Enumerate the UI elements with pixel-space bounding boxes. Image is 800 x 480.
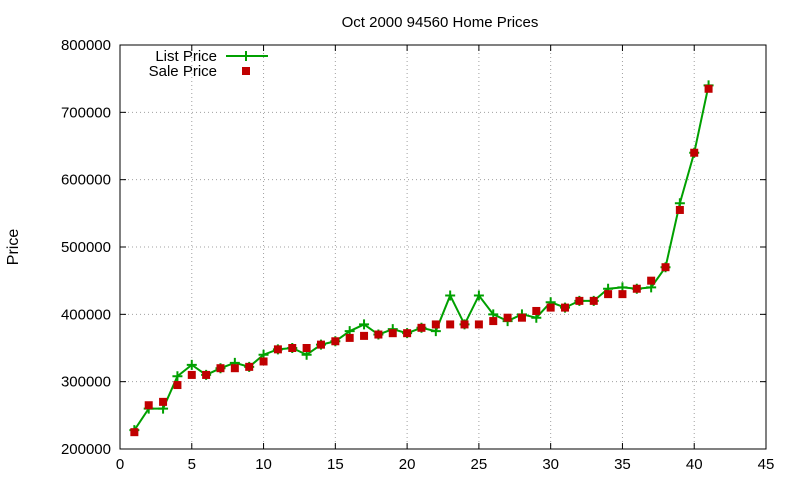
sale-price-point bbox=[575, 296, 584, 305]
list-price-point bbox=[445, 290, 456, 301]
y-tick-label: 300000 bbox=[61, 374, 111, 391]
sale-price-point bbox=[446, 320, 455, 329]
sale-price-point bbox=[647, 276, 656, 285]
sale-price-point bbox=[187, 370, 196, 379]
x-tick-label: 5 bbox=[188, 456, 196, 473]
sale-price-point bbox=[417, 323, 426, 332]
sale-price-point bbox=[288, 344, 297, 352]
sale-price-point bbox=[230, 364, 239, 373]
sale-price-point bbox=[517, 313, 526, 322]
sale-price-point bbox=[316, 340, 325, 349]
sale-price-point bbox=[489, 317, 498, 326]
list-price-point bbox=[186, 359, 197, 370]
y-axis-label: Price bbox=[5, 229, 22, 266]
y-tick-label: 400000 bbox=[61, 306, 111, 323]
y-tick-label: 600000 bbox=[61, 172, 111, 189]
legend-list-price-marker bbox=[241, 51, 251, 61]
sale-price-point bbox=[345, 333, 354, 342]
legend-list-price-label: List Price bbox=[155, 48, 217, 65]
sale-price-point bbox=[503, 313, 512, 322]
y-tick-label: 800000 bbox=[61, 37, 111, 54]
list-price-point bbox=[473, 290, 484, 301]
x-tick-label: 30 bbox=[542, 456, 559, 473]
sale-price-point bbox=[403, 329, 412, 338]
sale-price-point bbox=[273, 345, 282, 354]
sale-price-point bbox=[245, 362, 254, 371]
x-tick-label: 45 bbox=[758, 456, 775, 473]
sale-price-point bbox=[589, 296, 598, 305]
sale-price-point bbox=[388, 329, 397, 338]
chart-title: Oct 2000 94560 Home Prices bbox=[342, 14, 539, 31]
data-series bbox=[129, 80, 714, 437]
y-tick-label: 700000 bbox=[61, 104, 111, 121]
x-tick-label: 25 bbox=[471, 456, 488, 473]
sale-price-point bbox=[561, 303, 570, 312]
sale-price-point bbox=[474, 320, 483, 329]
sale-price-point bbox=[661, 263, 670, 272]
sale-price-point bbox=[159, 397, 168, 406]
sale-price-point bbox=[374, 330, 383, 339]
sale-price-point bbox=[460, 320, 469, 329]
sale-price-point bbox=[302, 344, 311, 352]
list-price-point bbox=[359, 319, 370, 330]
sale-price-point bbox=[546, 303, 555, 312]
sale-price-point bbox=[144, 401, 153, 410]
x-tick-label: 0 bbox=[116, 456, 124, 473]
sale-price-point bbox=[632, 284, 641, 293]
sale-price-point bbox=[216, 364, 225, 373]
legend-sale-price-label: Sale Price bbox=[149, 63, 217, 80]
sale-price-point bbox=[331, 337, 340, 346]
sale-price-point bbox=[173, 381, 182, 390]
x-tick-label: 35 bbox=[614, 456, 631, 473]
grid bbox=[120, 45, 766, 449]
sale-price-point bbox=[675, 205, 684, 214]
axis-ticks: 0 5 10 15 20 25 30 35 40 45 200000 300000 400000 5000… bbox=[61, 37, 774, 473]
sale-price-point bbox=[202, 370, 211, 379]
sale-price-point bbox=[431, 320, 440, 329]
sale-price-point bbox=[704, 84, 713, 93]
y-tick-label: 500000 bbox=[61, 239, 111, 256]
sale-price-point bbox=[618, 290, 627, 299]
y-tick-label: 200000 bbox=[61, 441, 111, 458]
x-tick-label: 40 bbox=[686, 456, 703, 473]
x-tick-label: 15 bbox=[327, 456, 344, 473]
sale-price-point bbox=[690, 148, 699, 157]
x-tick-label: 20 bbox=[399, 456, 416, 473]
sale-price-point bbox=[532, 306, 541, 315]
x-tick-label: 10 bbox=[255, 456, 272, 473]
legend: List Price Sale Price bbox=[149, 48, 268, 80]
sale-price-point bbox=[130, 428, 139, 437]
sale-price-point bbox=[360, 331, 369, 340]
list-price-point bbox=[172, 371, 183, 382]
sale-price-point bbox=[259, 357, 268, 366]
sale-price-point bbox=[604, 290, 613, 299]
legend-sale-price-marker bbox=[242, 67, 250, 75]
